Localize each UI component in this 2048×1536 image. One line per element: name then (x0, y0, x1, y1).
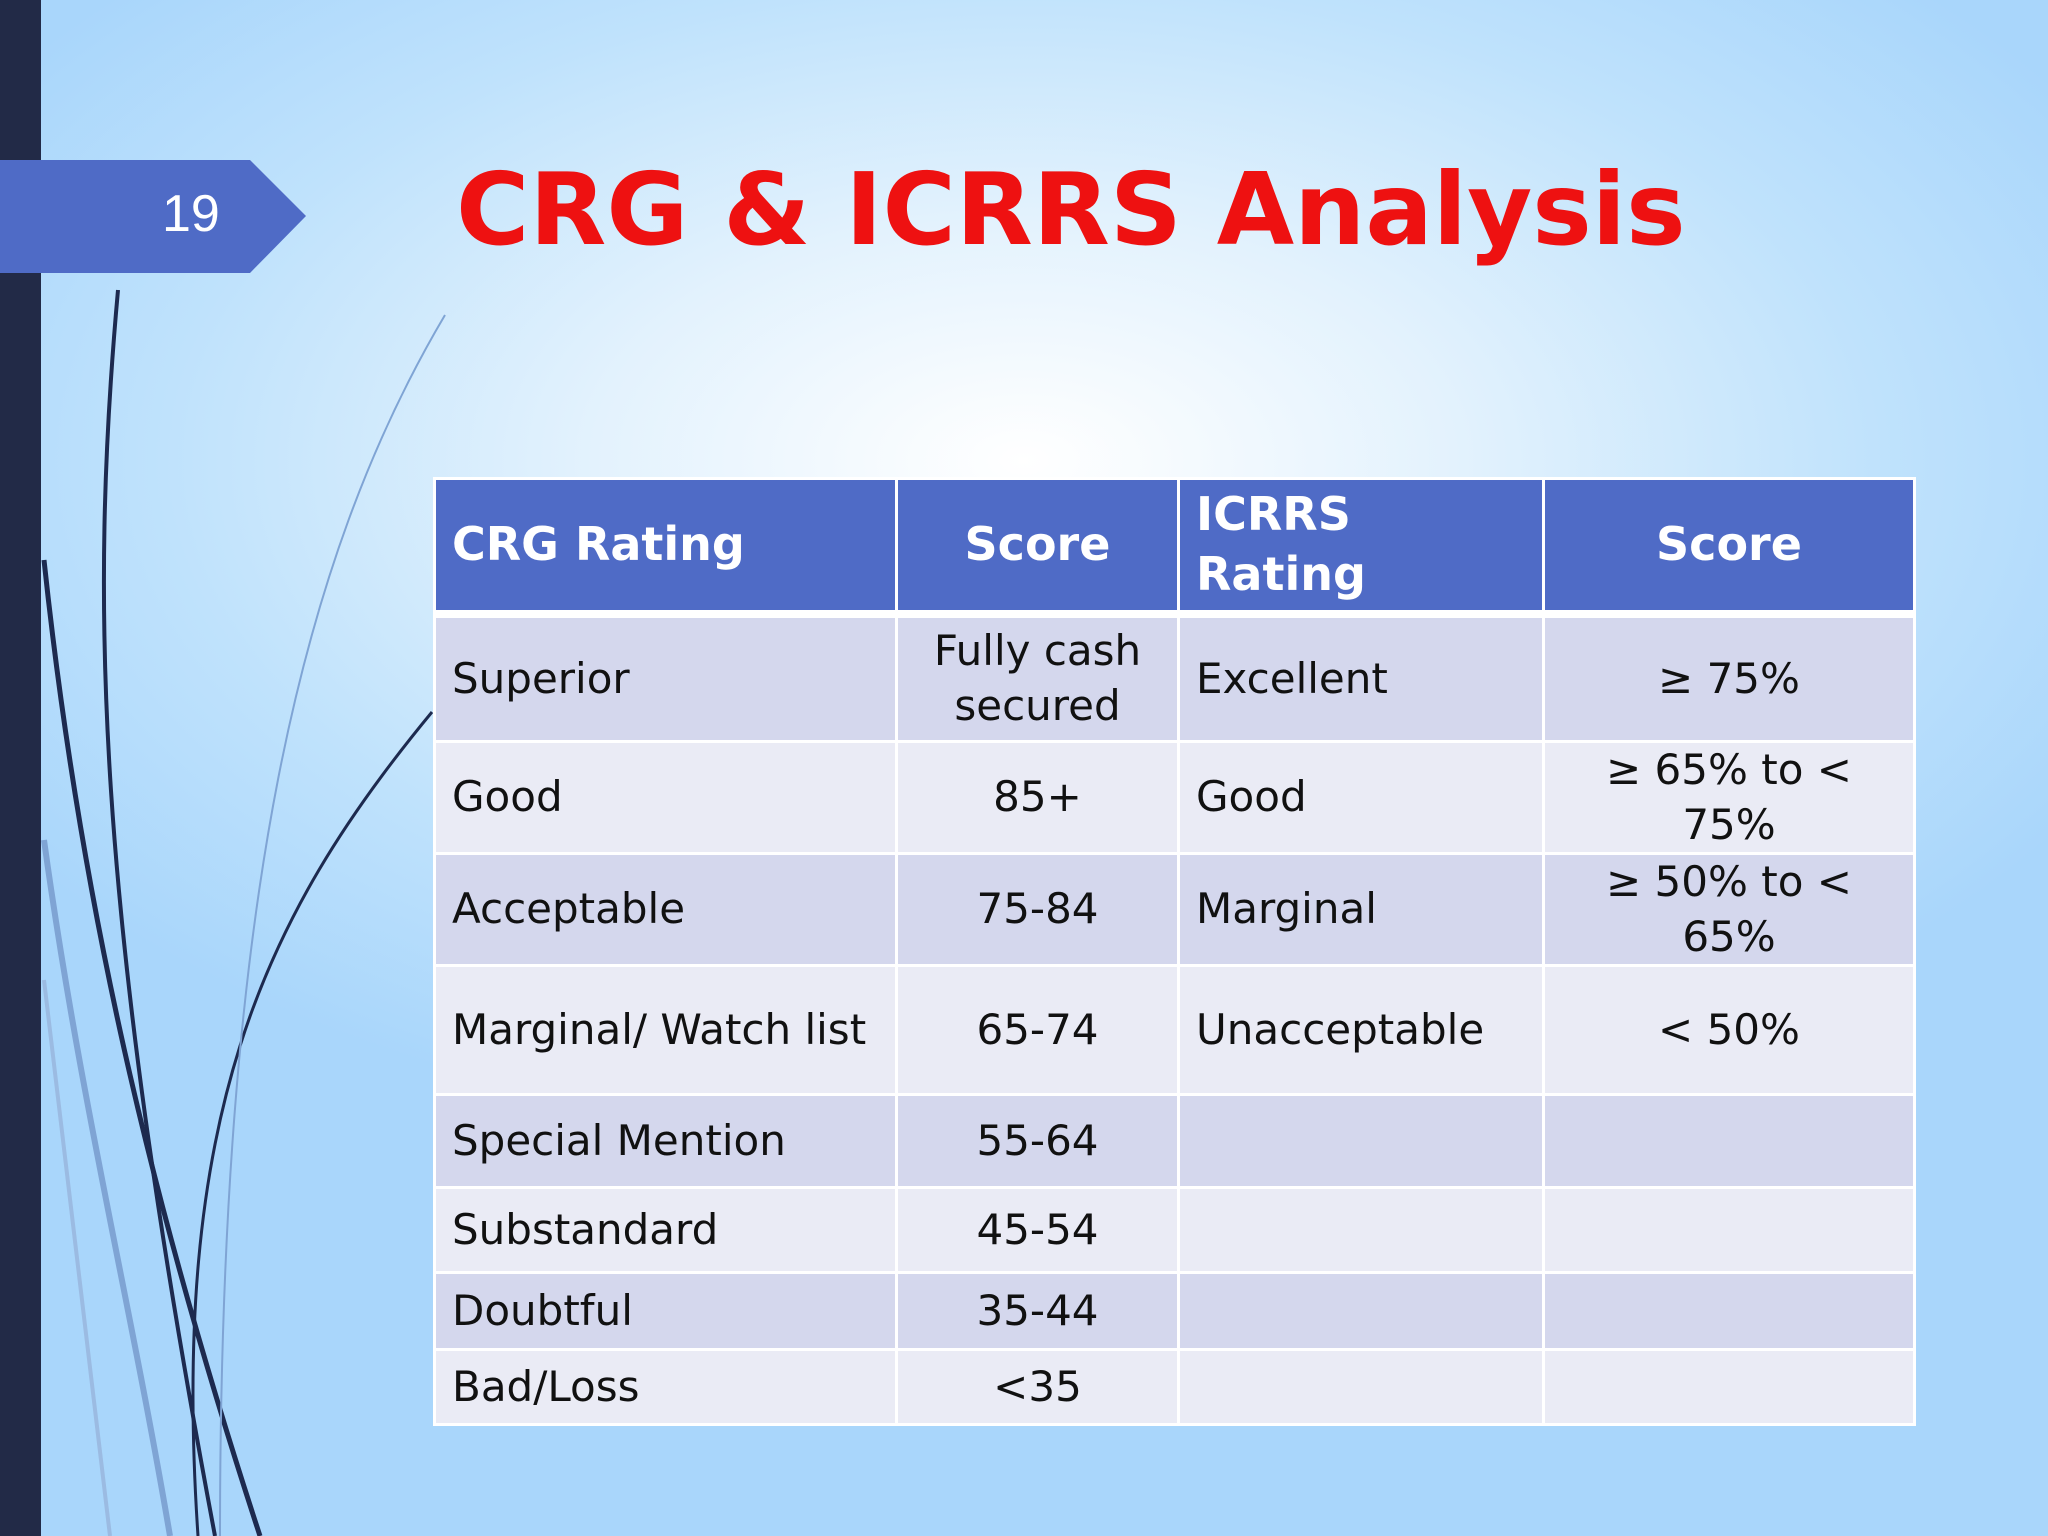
icrrs-rating-cell (1177, 1093, 1545, 1190)
icrrs-score-cell (1542, 1186, 1916, 1275)
header-icrrs-score: Score (1542, 477, 1916, 618)
crg-rating-cell: Superior (433, 612, 898, 743)
icrrs-score-cell: ≥ 75% (1542, 612, 1916, 743)
header-icrrs-rating: ICRRS Rating (1177, 477, 1545, 618)
slide-number-tab (0, 160, 306, 273)
crg-score-cell: 65-74 (895, 964, 1180, 1097)
decorative-curves (41, 289, 446, 1536)
table-row: Marginal/ Watch list 65-74 Unacceptable … (433, 964, 1916, 1097)
crg-rating-cell: Doubtful (433, 1271, 898, 1352)
crg-rating-cell: Good (433, 739, 898, 856)
table-row: Substandard 45-54 (433, 1186, 1916, 1275)
slide-number: 19 (162, 185, 220, 243)
table-row: Good 85+ Good ≥ 65% to < 75% (433, 739, 1916, 856)
slide-title: CRG & ICRRS Analysis (456, 151, 1686, 268)
icrrs-score-cell (1542, 1348, 1916, 1427)
crg-score-cell: <35 (895, 1348, 1180, 1427)
table-row: Bad/Loss <35 (433, 1348, 1916, 1427)
icrrs-score-cell: < 50% (1542, 964, 1916, 1097)
header-crg-score: Score (895, 477, 1180, 618)
crg-rating-cell: Substandard (433, 1186, 898, 1275)
crg-score-cell: Fully cash secured (895, 612, 1180, 743)
crg-score-cell: 35-44 (895, 1271, 1180, 1352)
icrrs-rating-cell: Unacceptable (1177, 964, 1545, 1097)
icrrs-score-cell (1542, 1093, 1916, 1190)
icrrs-rating-cell: Good (1177, 739, 1545, 856)
crg-rating-cell: Marginal/ Watch list (433, 964, 898, 1097)
icrrs-rating-cell (1177, 1348, 1545, 1427)
icrrs-rating-cell (1177, 1271, 1545, 1352)
crg-rating-cell: Acceptable (433, 852, 898, 968)
table-header-row: CRG Rating Score ICRRS Rating Score (433, 477, 1916, 618)
crg-score-cell: 75-84 (895, 852, 1180, 968)
table-row: Special Mention 55-64 (433, 1093, 1916, 1190)
icrrs-rating-cell: Excellent (1177, 612, 1545, 743)
crg-score-cell: 45-54 (895, 1186, 1180, 1275)
crg-score-cell: 55-64 (895, 1093, 1180, 1190)
crg-score-cell: 85+ (895, 739, 1180, 856)
crg-rating-cell: Bad/Loss (433, 1348, 898, 1427)
icrrs-score-cell (1542, 1271, 1916, 1352)
table-row: Acceptable 75-84 Marginal ≥ 50% to < 65% (433, 852, 1916, 968)
table-row: Superior Fully cash secured Excellent ≥ … (433, 612, 1916, 743)
icrrs-score-cell: ≥ 65% to < 75% (1542, 739, 1916, 856)
icrrs-score-cell: ≥ 50% to < 65% (1542, 852, 1916, 968)
icrrs-rating-cell: Marginal (1177, 852, 1545, 968)
header-crg-rating: CRG Rating (433, 477, 898, 618)
crg-rating-cell: Special Mention (433, 1093, 898, 1190)
rating-table: CRG Rating Score ICRRS Rating Score Supe… (433, 477, 1916, 1427)
icrrs-rating-cell (1177, 1186, 1545, 1275)
table-row: Doubtful 35-44 (433, 1271, 1916, 1352)
